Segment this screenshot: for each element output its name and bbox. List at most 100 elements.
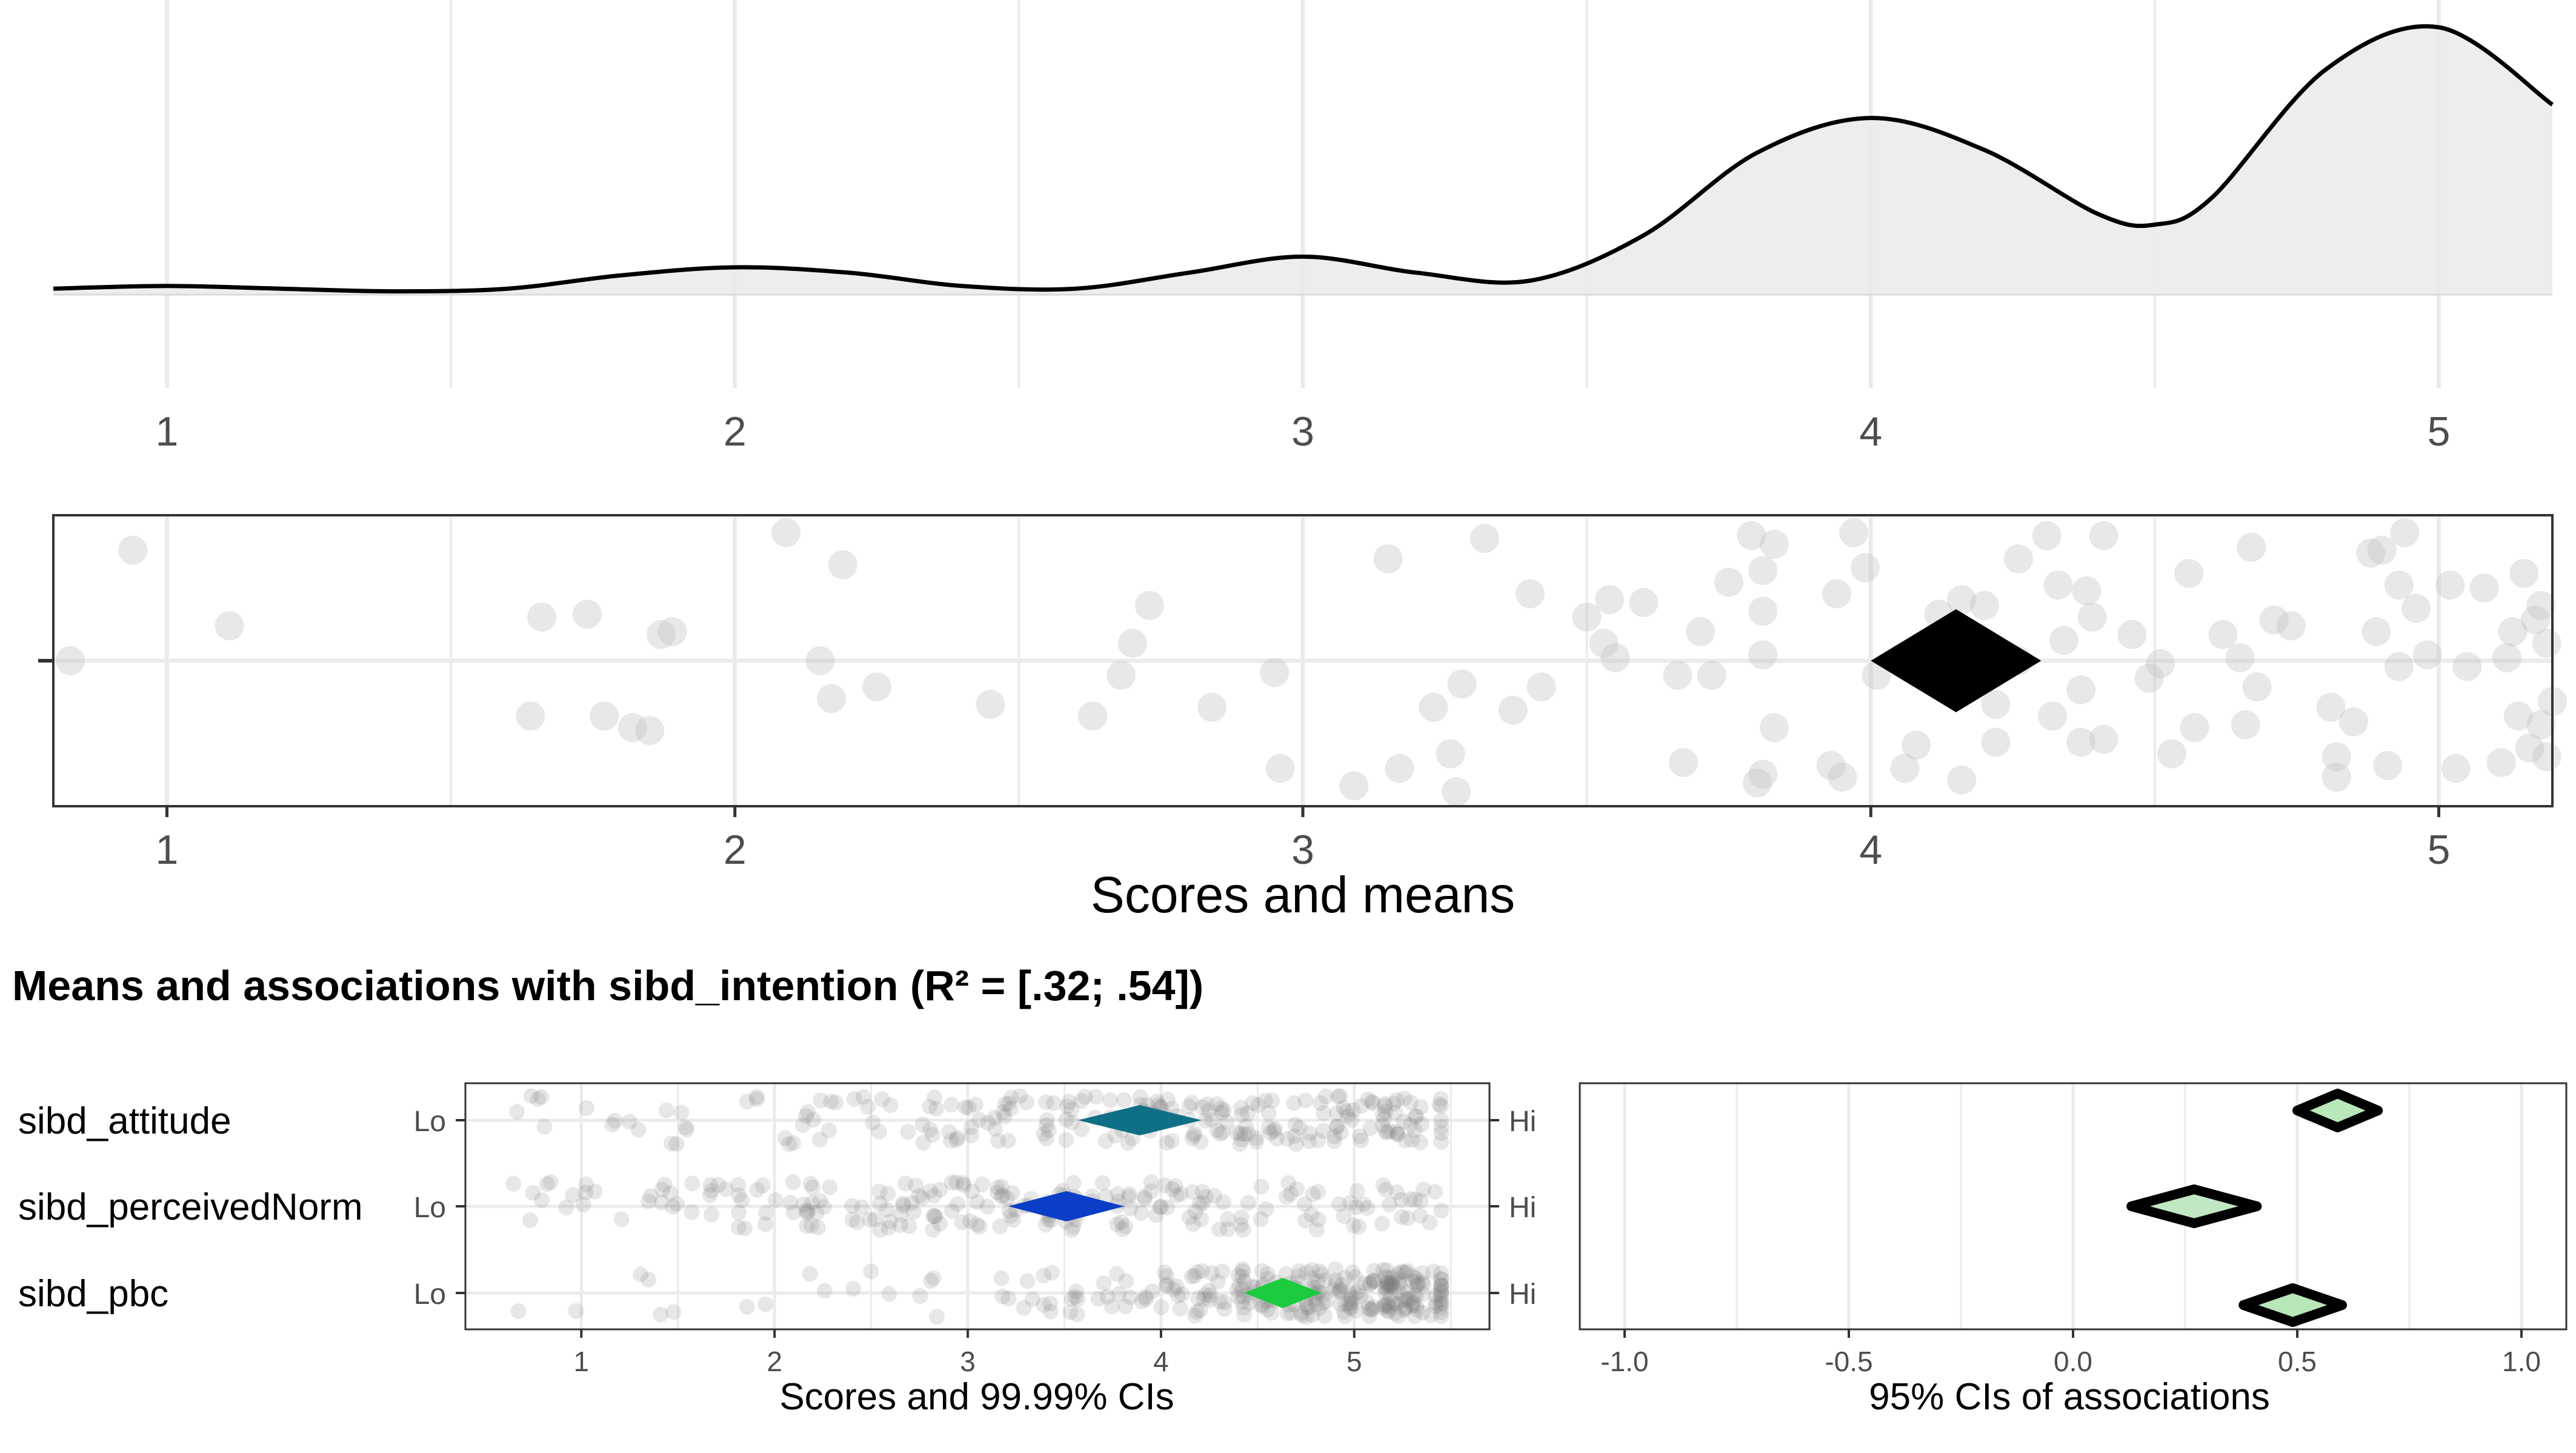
score-point (993, 1188, 1010, 1204)
score-point (922, 1121, 939, 1138)
score-point (996, 1109, 1013, 1125)
assoc-x-tick-label: 0.5 (2278, 1346, 2317, 1377)
association-diamond (2126, 1184, 2262, 1228)
score-point (1433, 1300, 1449, 1316)
score-point (993, 1270, 1010, 1286)
score-point (1232, 1136, 1248, 1152)
score-point (668, 1196, 685, 1212)
score-point (1902, 730, 1931, 760)
score-point (1423, 1307, 1439, 1323)
score-point (2515, 733, 2544, 763)
score-point (901, 1218, 917, 1234)
score-point (749, 1182, 765, 1198)
score-point (944, 1174, 960, 1191)
score-point (1981, 727, 2011, 757)
score-point (1181, 1209, 1197, 1226)
score-point (1373, 544, 1403, 573)
score-point (802, 1266, 818, 1282)
score-point (1233, 1107, 1250, 1123)
score-point (1428, 1294, 1444, 1311)
score-point (1310, 1132, 1326, 1149)
score-point (1240, 1126, 1257, 1142)
score-point (704, 1206, 720, 1223)
score-point (893, 1217, 909, 1234)
score-point (1019, 1273, 1036, 1289)
score-point (1947, 585, 1977, 615)
score-point (804, 1179, 820, 1195)
score-point (2532, 629, 2561, 658)
score-point (1383, 1276, 1400, 1292)
score-point (1194, 1263, 1210, 1279)
score-point (1058, 1132, 1074, 1148)
score-point (1351, 1218, 1367, 1235)
score-point (1412, 1207, 1428, 1224)
score-point (2321, 763, 2351, 792)
score-point (1192, 1302, 1208, 1318)
score-point (1078, 701, 1108, 731)
score-point (1220, 1221, 1236, 1237)
score-point (1379, 1277, 1395, 1294)
score-point (1173, 1186, 1189, 1202)
score-point (1331, 1281, 1348, 1298)
score-point (1136, 1189, 1153, 1205)
score-point (1399, 1290, 1415, 1306)
score-point (1388, 1124, 1405, 1140)
score-point (1433, 1265, 1449, 1281)
score-point (1397, 1132, 1414, 1149)
score-point (1355, 1196, 1371, 1212)
score-point (944, 1203, 960, 1219)
score-point (703, 1183, 719, 1199)
score-point (1406, 1287, 1422, 1303)
score-point (1399, 1263, 1416, 1279)
score-point (646, 620, 676, 649)
score-point (1269, 1131, 1285, 1147)
score-point (785, 1135, 801, 1151)
score-point (799, 1202, 815, 1218)
score-point (1172, 1300, 1188, 1317)
score-point (928, 1101, 945, 1117)
score-point (1347, 1285, 1363, 1301)
score-point (1214, 1104, 1230, 1121)
score-point (1377, 1096, 1393, 1112)
score-point (957, 1099, 974, 1115)
score-point (974, 1176, 990, 1192)
score-point (1039, 1112, 1055, 1128)
score-point (867, 1211, 883, 1228)
score-point (1311, 1263, 1328, 1280)
score-point (1377, 1098, 1393, 1114)
score-point (1890, 753, 1920, 783)
score-point (1063, 1222, 1080, 1238)
mean-diamond (1871, 609, 2042, 712)
score-point (1200, 1103, 1217, 1119)
score-point (963, 1119, 979, 1135)
score-point (822, 1179, 838, 1195)
score-point (1433, 1091, 1449, 1107)
score-point (656, 1177, 673, 1193)
score-point (1348, 1199, 1365, 1215)
score-point (630, 1121, 647, 1138)
score-point (1526, 672, 1556, 702)
score-point (1433, 1281, 1449, 1297)
score-point (785, 1174, 801, 1191)
density-area (53, 26, 2552, 295)
score-point (914, 1190, 931, 1206)
score-point (1265, 753, 1295, 783)
score-point (1045, 1095, 1062, 1111)
score-point (844, 1212, 860, 1228)
density-x-tick-label: 3 (1291, 409, 1314, 455)
score-point (771, 518, 801, 547)
score-point (1238, 1118, 1254, 1135)
score-point (2435, 570, 2465, 600)
score-point (748, 1091, 765, 1107)
score-point (1384, 1269, 1400, 1286)
score-point (882, 1213, 898, 1229)
diamond-x-tick-label: 4 (1153, 1346, 1169, 1377)
mean-diamond (1077, 1105, 1202, 1135)
score-point (2003, 544, 2033, 573)
score-point (1384, 1274, 1400, 1291)
mean-diamond (1244, 1278, 1322, 1308)
score-point (1024, 1291, 1040, 1308)
score-point (2208, 620, 2238, 649)
score-point (2134, 663, 2164, 693)
score-point (539, 1176, 555, 1192)
